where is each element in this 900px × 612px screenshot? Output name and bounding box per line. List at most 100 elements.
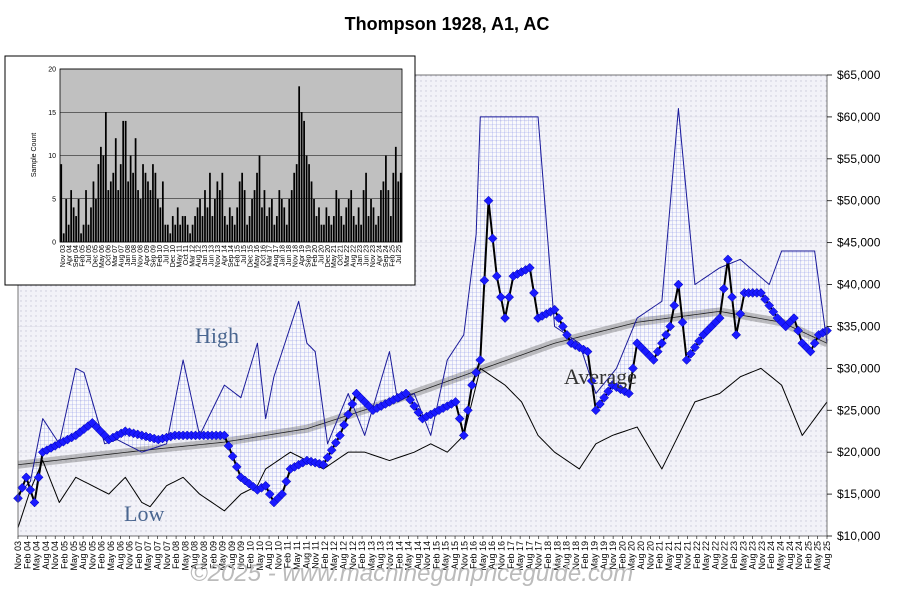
- x-tick-label: Feb 07: [134, 541, 144, 569]
- x-tick-label: Aug 14: [413, 541, 423, 570]
- inset-bar: [248, 216, 251, 242]
- inset-x-tick-label: Apr 19: [299, 245, 306, 266]
- average-point: [479, 275, 490, 286]
- inset-x-tick-label: Jan 18: [280, 245, 287, 266]
- low-line: [17, 367, 828, 528]
- x-tick-label: Aug 04: [41, 541, 51, 570]
- inset-bar: [82, 224, 85, 242]
- inset-x-tick-label: Jul 05: [86, 245, 93, 264]
- average-point: [227, 451, 238, 462]
- x-tick-label: May 24: [776, 541, 786, 571]
- x-tick-label: Nov 14: [422, 541, 432, 570]
- inset-plot-border: [59, 68, 403, 243]
- inset-x-tick-label: Oct 21: [338, 245, 345, 266]
- inset-bar: [189, 233, 191, 242]
- inset-bar: [221, 172, 224, 242]
- inset-bar: [72, 207, 75, 242]
- average-point: [458, 430, 469, 441]
- x-tick-label: Aug 18: [562, 541, 572, 570]
- x-tick-label: May 07: [143, 541, 153, 571]
- inset-y-tick-label: 20: [48, 67, 56, 74]
- inset-bar: [209, 172, 211, 242]
- inset-bar: [261, 207, 263, 242]
- inset-x-tick-label: Nov 03: [60, 245, 67, 267]
- x-tick-label: Feb 19: [580, 541, 590, 569]
- average-point: [665, 321, 676, 332]
- inset-x-tick-label: Mar 22: [344, 245, 351, 267]
- average-point: [335, 430, 345, 441]
- inset-bar: [181, 216, 184, 242]
- inset-bar: [330, 224, 333, 242]
- inset-bar: [337, 198, 340, 242]
- average-point: [652, 346, 663, 357]
- inset-bar: [176, 207, 179, 242]
- x-tick-label: Feb 13: [357, 541, 367, 569]
- inset-bar: [104, 112, 107, 242]
- inset-x-tick-label: Jul 10: [163, 245, 170, 264]
- inset-bar: [308, 164, 310, 242]
- inset-x-axis: Nov 03 Apr 04 Sep 04 Feb 05 Jul 05 Dec 05 May …: [60, 245, 403, 268]
- x-tick-label: Nov 15: [459, 541, 469, 570]
- x-tick-label: Aug 20: [636, 541, 646, 570]
- average-point: [723, 254, 733, 265]
- inset-bar: [280, 198, 283, 242]
- inset-bar: [323, 224, 325, 242]
- average-point: [231, 461, 242, 472]
- inset-x-tick-label: Feb 10: [157, 245, 164, 267]
- inset-bar: [117, 190, 120, 242]
- x-tick-label: May 05: [69, 541, 79, 571]
- x-tick-label: Aug 06: [115, 541, 125, 570]
- x-tick-label: Nov 18: [571, 541, 581, 570]
- inset-x-tick-label: Nov 13: [215, 245, 222, 267]
- inset-bar: [370, 198, 372, 242]
- inset-bar: [186, 224, 189, 242]
- inset-bar: [80, 233, 82, 242]
- inset-bar: [77, 198, 80, 242]
- inset-bar: [233, 224, 236, 242]
- average-point: [264, 489, 275, 499]
- average-point: [413, 407, 424, 418]
- inset-x-tick-label: Mar 07: [112, 245, 119, 267]
- x-tick-label: May 18: [552, 541, 562, 571]
- inset-bar: [161, 181, 164, 242]
- inset-bar: [92, 181, 95, 242]
- inset-x-tick-label: Jun 23: [364, 245, 371, 266]
- inset-bar: [243, 190, 246, 242]
- average-point: [260, 480, 271, 491]
- average-point: [595, 399, 605, 409]
- inset-bar: [375, 224, 377, 242]
- inset-bar: [332, 216, 335, 242]
- x-tick-label: Nov 09: [236, 541, 246, 570]
- average-point: [553, 313, 564, 323]
- average-point: [628, 363, 638, 374]
- inset-bar: [377, 216, 380, 242]
- inset-bar: [228, 207, 231, 242]
- x-tick-label: Feb 22: [692, 541, 702, 569]
- x-tick-label: Nov 20: [645, 541, 655, 570]
- average-point: [471, 367, 482, 378]
- x-tick-label: Nov 06: [125, 541, 135, 570]
- inset-x-tick-label: Nov 08: [138, 245, 145, 267]
- inset-bar: [134, 138, 137, 242]
- average-point: [463, 405, 473, 416]
- inset-x-tick-label: Nov 18: [293, 245, 300, 267]
- x-tick-label: Nov 10: [273, 541, 283, 570]
- inset-x-tick-label: Jan 08: [125, 245, 132, 266]
- inset-bar: [184, 216, 187, 242]
- average-point: [491, 271, 502, 282]
- inset-bar: [119, 164, 122, 242]
- inset-bar: [174, 224, 177, 242]
- inset-x-tick-label: May 06: [99, 245, 106, 268]
- average-point: [727, 292, 737, 302]
- inset-x-tick-label: Dec 15: [247, 245, 254, 267]
- average-point: [760, 294, 770, 305]
- high-low-band: [18, 108, 827, 503]
- inset-bar: [201, 216, 204, 242]
- inset-bar: [171, 216, 174, 242]
- x-tick-label: May 20: [627, 541, 637, 571]
- x-tick-label: May 10: [255, 541, 265, 571]
- inset-bar: [328, 216, 330, 242]
- inset-x-tick-label: Dec 20: [325, 245, 332, 267]
- x-tick-label: Aug 17: [524, 541, 534, 570]
- y-tick-label: $30,000: [837, 361, 881, 375]
